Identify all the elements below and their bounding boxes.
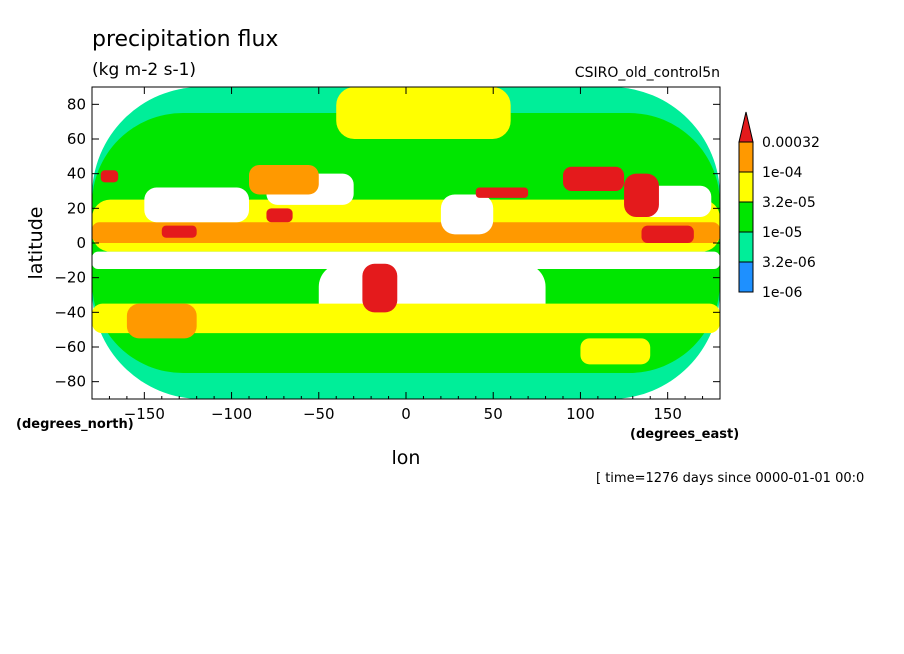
y-tick-label: 80 bbox=[67, 95, 86, 113]
precip-region-17 bbox=[475, 187, 529, 198]
legend-label: 1e-06 bbox=[762, 285, 802, 301]
x-tick-label: −100 bbox=[211, 405, 252, 423]
precip-region-6 bbox=[144, 187, 249, 223]
legend-label: 1e-05 bbox=[762, 225, 802, 241]
precip-region-10 bbox=[92, 303, 720, 334]
precip-region-22 bbox=[580, 338, 651, 365]
y-tick-label: −80 bbox=[54, 373, 86, 391]
precip-region-4 bbox=[92, 251, 720, 269]
y-tick-label: 60 bbox=[67, 130, 86, 148]
y-axis-title: latitude bbox=[25, 207, 47, 280]
x-axis-title: lon bbox=[392, 447, 421, 469]
legend-swatch bbox=[738, 231, 754, 263]
x-tick-label: 100 bbox=[566, 405, 595, 423]
chart-units: (kg m-2 s-1) bbox=[92, 60, 196, 80]
precip-region-21 bbox=[126, 303, 197, 339]
y-tick-label: −60 bbox=[54, 338, 86, 356]
x-tick-label: −50 bbox=[303, 405, 335, 423]
legend-label: 1e-04 bbox=[762, 165, 802, 181]
legend: 0.00032 1e-04 3.2e-05 1e-05 3.2e-06 1e-06 bbox=[738, 111, 820, 301]
y-tick-label: 20 bbox=[67, 199, 86, 217]
precip-region-11 bbox=[336, 87, 511, 139]
precip-region-18 bbox=[100, 170, 119, 183]
legend-swatch bbox=[738, 261, 754, 293]
x-tick-label: 0 bbox=[401, 405, 411, 423]
precip-region-9 bbox=[440, 194, 494, 235]
y-units-label: (degrees_north) bbox=[16, 417, 134, 432]
precip-region-3 bbox=[92, 222, 720, 243]
time-note: [ time=1276 days since 0000-01-01 00:0 bbox=[596, 471, 864, 486]
precip-region-12 bbox=[249, 165, 319, 195]
x-tick-label: −150 bbox=[124, 405, 165, 423]
chart-title: precipitation flux bbox=[92, 27, 278, 52]
legend-swatch bbox=[738, 171, 754, 203]
plot-area bbox=[91, 86, 721, 400]
x-tick-label: 50 bbox=[484, 405, 503, 423]
precip-region-16 bbox=[161, 225, 197, 238]
y-tick-label: −40 bbox=[54, 303, 86, 321]
y-tick-label: −20 bbox=[54, 269, 86, 287]
legend-label: 3.2e-05 bbox=[762, 195, 816, 211]
x-tick-label: 150 bbox=[653, 405, 682, 423]
dataset-label: CSIRO_old_control5n bbox=[575, 65, 720, 81]
precip-region-15 bbox=[362, 263, 398, 313]
y-tick-label: 0 bbox=[76, 234, 86, 252]
precip-region-13 bbox=[563, 166, 625, 191]
legend-swatch bbox=[738, 141, 754, 173]
precip-region-14 bbox=[624, 173, 659, 217]
x-axis: −150 −100 −50 0 50 100 150 bbox=[108, 87, 704, 423]
legend-arrow bbox=[738, 111, 754, 143]
y-tick-label: 40 bbox=[67, 165, 86, 183]
legend-label: 0.00032 bbox=[762, 135, 820, 151]
y-axis: −80 −60 −40 −20 0 20 40 60 80 bbox=[54, 95, 720, 391]
legend-label: 3.2e-06 bbox=[762, 255, 816, 271]
legend-swatch bbox=[738, 201, 754, 233]
precip-region-20 bbox=[641, 225, 694, 243]
x-units-label: (degrees_east) bbox=[630, 427, 739, 442]
precip-region-19 bbox=[266, 208, 293, 223]
